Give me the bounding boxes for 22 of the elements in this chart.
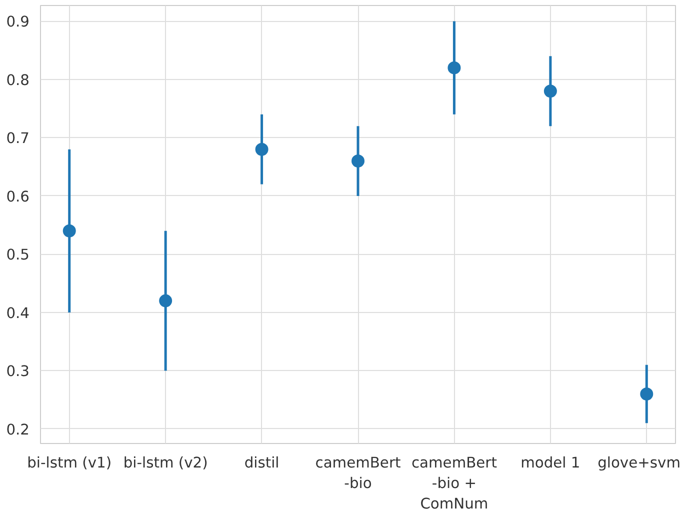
point <box>352 154 364 168</box>
x-tick-label: camemBert -bio + ComNum <box>411 454 498 512</box>
y-tick-label: 0.6 <box>6 188 30 206</box>
point <box>544 84 557 98</box>
y-tick-label: 0.7 <box>6 130 30 148</box>
y-tick-label: 0.3 <box>6 363 30 380</box>
x-tick-label: model 1 <box>520 454 580 472</box>
point <box>159 294 172 308</box>
x-tick-label: camemBert -bio <box>315 454 401 492</box>
point <box>255 142 268 156</box>
y-tick-label: 0.2 <box>6 421 30 438</box>
y-tick-label: 0.4 <box>6 304 30 322</box>
point <box>62 224 76 238</box>
x-tick-label: bi-lstm (v1) <box>27 454 112 472</box>
y-tick-label: 0.8 <box>6 72 30 89</box>
point <box>448 61 461 74</box>
y-tick-label: 0.9 <box>6 14 30 31</box>
point <box>640 388 654 400</box>
x-tick-label: glove+svm <box>598 454 681 472</box>
x-tick-label: distil <box>244 454 280 472</box>
y-tick-label: 0.5 <box>6 246 30 264</box>
x-tick-label: bi-lstm (v2) <box>123 454 208 472</box>
